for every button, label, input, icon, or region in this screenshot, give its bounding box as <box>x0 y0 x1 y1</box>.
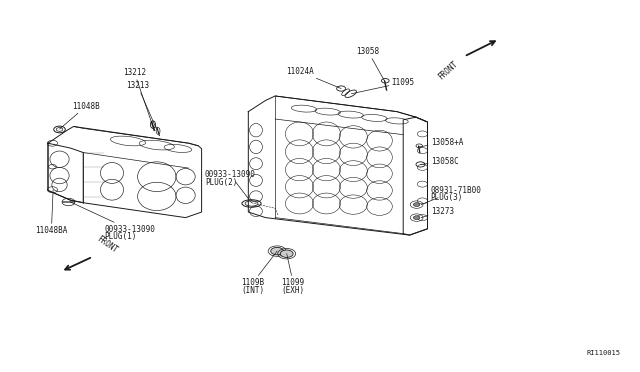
Text: 13058+A: 13058+A <box>419 138 463 147</box>
Text: (EXH): (EXH) <box>282 286 305 295</box>
Text: PLUG(2): PLUG(2) <box>205 178 237 187</box>
Text: 00933-13090: 00933-13090 <box>70 202 155 234</box>
Text: 11048B: 11048B <box>60 102 100 129</box>
Text: 13273: 13273 <box>421 207 454 218</box>
Text: 13212: 13212 <box>123 68 152 123</box>
Text: 11099: 11099 <box>282 254 305 287</box>
Circle shape <box>271 247 284 255</box>
Text: I1095: I1095 <box>351 78 415 94</box>
Circle shape <box>413 216 420 219</box>
Circle shape <box>413 203 420 206</box>
Circle shape <box>280 250 293 257</box>
Text: (INT): (INT) <box>241 286 264 295</box>
Text: 1109B: 1109B <box>241 251 277 287</box>
Text: PLUG(1): PLUG(1) <box>104 232 137 241</box>
Text: 00933-13090: 00933-13090 <box>205 170 255 203</box>
Text: FRONT: FRONT <box>436 60 460 82</box>
Text: 08931-71B00: 08931-71B00 <box>421 186 481 205</box>
Text: 11024A: 11024A <box>286 67 341 89</box>
Text: 13058: 13058 <box>356 47 385 81</box>
Text: 11048BA: 11048BA <box>35 190 68 235</box>
Text: 13213: 13213 <box>126 81 156 128</box>
Text: RI110015: RI110015 <box>587 350 621 356</box>
Text: PLUG(3): PLUG(3) <box>431 193 463 202</box>
Text: FRONT: FRONT <box>95 234 119 255</box>
Text: 13058C: 13058C <box>420 157 458 166</box>
